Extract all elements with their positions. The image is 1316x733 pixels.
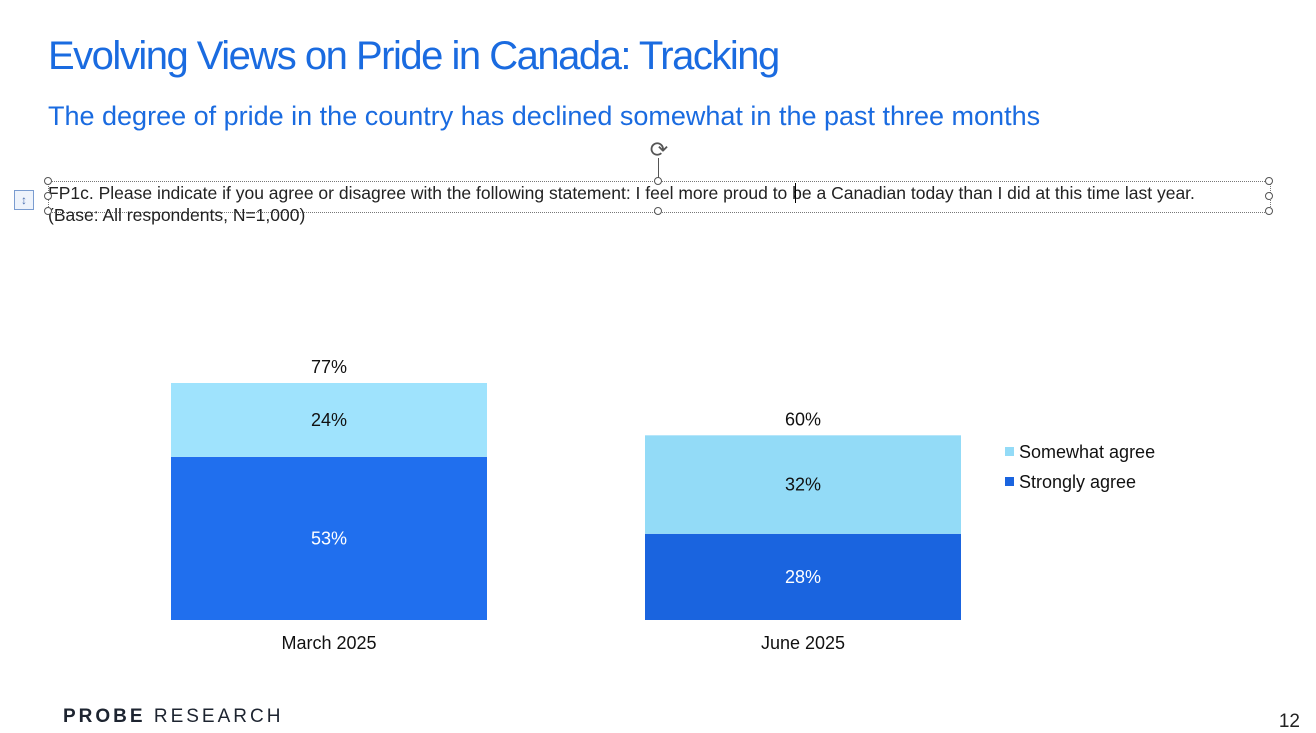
question-note[interactable]: FP1c. Please indicate if you agree or di… <box>48 183 1195 225</box>
logo-light-text: RESEARCH <box>153 706 284 727</box>
resize-handle-bottom-center[interactable] <box>654 207 662 215</box>
legend-swatch <box>1005 477 1014 486</box>
resize-handle-middle-left[interactable] <box>44 192 52 200</box>
bar-somewhat-agree-1[interactable] <box>171 383 487 457</box>
resize-handle-top-right[interactable] <box>1265 177 1273 185</box>
data-label: 53% <box>311 528 347 548</box>
category-label: June 2025 <box>761 633 845 653</box>
resize-handle-top-center[interactable] <box>654 177 662 185</box>
logo-bold-text: PROBE <box>63 706 146 727</box>
resize-handle-bottom-left[interactable] <box>44 207 52 215</box>
bar-strongly-agree-2[interactable] <box>645 533 961 620</box>
rotate-handle-icon[interactable]: ⟳ <box>649 137 669 162</box>
total-label: 60% <box>785 409 821 429</box>
layout-options-icon[interactable]: ↕ <box>14 190 34 210</box>
legend-swatch <box>1005 447 1014 456</box>
slide-subtitle: The degree of pride in the country has d… <box>48 101 1041 131</box>
category-label: March 2025 <box>281 633 376 653</box>
slide-title: Evolving Views on Pride in Canada: Track… <box>48 34 780 78</box>
resize-handle-top-left[interactable] <box>44 177 52 185</box>
resize-handle-middle-right[interactable] <box>1265 192 1273 200</box>
bar-somewhat-agree-2[interactable] <box>645 435 961 534</box>
rotate-handle-line <box>658 158 659 180</box>
bar-strongly-agree-1[interactable] <box>171 456 487 620</box>
page-number: 12 <box>1278 711 1300 732</box>
legend-label: Strongly agree <box>1019 472 1136 492</box>
legend-label: Somewhat agree <box>1019 442 1155 462</box>
data-label: 32% <box>785 475 821 495</box>
probe-research-logo: PROBE RESEARCH <box>63 706 283 728</box>
data-label: 24% <box>311 410 347 430</box>
total-label: 77% <box>311 357 347 377</box>
text-cursor <box>795 183 796 203</box>
data-label: 28% <box>785 567 821 587</box>
resize-handle-bottom-right[interactable] <box>1265 207 1273 215</box>
